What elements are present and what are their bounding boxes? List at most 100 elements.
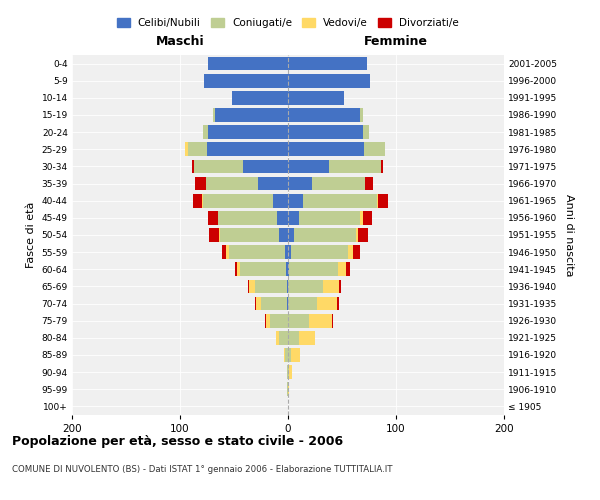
Bar xyxy=(284,348,285,362)
Bar xyxy=(358,228,368,242)
Bar xyxy=(288,160,329,173)
Bar xyxy=(287,296,288,310)
Bar xyxy=(349,246,353,259)
Bar xyxy=(287,280,288,293)
Bar xyxy=(207,142,288,156)
Bar xyxy=(365,176,373,190)
Bar xyxy=(215,108,288,122)
Bar xyxy=(288,348,291,362)
Y-axis label: Anni di nascita: Anni di nascita xyxy=(564,194,574,276)
Bar xyxy=(362,126,369,139)
Bar xyxy=(317,296,337,310)
Bar xyxy=(229,246,285,259)
Bar xyxy=(219,228,220,242)
Bar xyxy=(203,126,208,139)
Bar xyxy=(338,262,346,276)
Text: Popolazione per età, sesso e stato civile - 2006: Popolazione per età, sesso e stato civil… xyxy=(12,435,343,448)
Bar xyxy=(361,211,362,224)
Bar xyxy=(323,280,339,293)
Bar xyxy=(285,246,288,259)
Bar xyxy=(288,108,361,122)
Text: Maschi: Maschi xyxy=(155,35,205,48)
Bar xyxy=(194,160,242,173)
Bar xyxy=(248,280,249,293)
Bar xyxy=(276,331,280,344)
Bar xyxy=(291,348,300,362)
Bar xyxy=(356,228,358,242)
Bar xyxy=(266,314,269,328)
Bar xyxy=(188,142,207,156)
Bar xyxy=(265,314,266,328)
Bar xyxy=(195,176,206,190)
Bar xyxy=(258,176,288,190)
Bar xyxy=(353,246,361,259)
Bar xyxy=(254,280,287,293)
Bar xyxy=(287,366,288,379)
Bar xyxy=(288,56,367,70)
Y-axis label: Fasce di età: Fasce di età xyxy=(26,202,36,268)
Bar xyxy=(289,262,338,276)
Bar xyxy=(241,262,286,276)
Bar xyxy=(295,228,356,242)
Bar xyxy=(204,74,288,88)
Bar xyxy=(337,296,339,310)
Bar xyxy=(346,262,350,276)
Bar xyxy=(254,296,256,310)
Bar xyxy=(285,348,288,362)
Bar xyxy=(232,91,288,104)
Bar xyxy=(192,160,194,173)
Bar xyxy=(377,194,388,207)
Bar xyxy=(287,382,288,396)
Bar xyxy=(288,126,362,139)
Bar xyxy=(202,194,203,207)
Bar xyxy=(185,142,188,156)
Bar xyxy=(288,176,312,190)
Bar xyxy=(288,246,291,259)
Bar xyxy=(209,228,219,242)
Bar xyxy=(214,108,215,122)
Bar xyxy=(288,366,289,379)
Bar xyxy=(249,280,254,293)
Bar xyxy=(362,211,372,224)
Bar xyxy=(288,382,289,396)
Bar xyxy=(288,74,370,88)
Bar xyxy=(220,228,280,242)
Bar xyxy=(288,280,323,293)
Bar xyxy=(208,126,288,139)
Bar xyxy=(288,331,299,344)
Legend: Celibi/Nubili, Coniugati/e, Vedovi/e, Divorziati/e: Celibi/Nubili, Coniugati/e, Vedovi/e, Di… xyxy=(113,14,463,32)
Text: COMUNE DI NUVOLENTO (BS) - Dati ISTAT 1° gennaio 2006 - Elaborazione TUTTITALIA.: COMUNE DI NUVOLENTO (BS) - Dati ISTAT 1°… xyxy=(12,465,392,474)
Bar xyxy=(222,246,226,259)
Bar xyxy=(261,296,287,310)
Bar xyxy=(288,296,317,310)
Bar xyxy=(237,262,241,276)
Bar xyxy=(288,194,303,207)
Bar xyxy=(364,142,385,156)
Bar xyxy=(299,331,315,344)
Bar xyxy=(203,194,273,207)
Bar xyxy=(269,314,288,328)
Bar xyxy=(288,262,289,276)
Bar xyxy=(332,314,334,328)
Bar xyxy=(288,142,364,156)
Bar xyxy=(361,108,362,122)
Bar xyxy=(218,211,277,224)
Bar xyxy=(288,228,295,242)
Bar xyxy=(277,211,288,224)
Text: Femmine: Femmine xyxy=(364,35,428,48)
Bar xyxy=(242,160,288,173)
Bar xyxy=(291,246,349,259)
Bar xyxy=(235,262,237,276)
Bar xyxy=(288,91,344,104)
Bar xyxy=(280,331,288,344)
Bar xyxy=(303,194,377,207)
Bar xyxy=(208,211,218,224)
Bar xyxy=(193,194,202,207)
Bar xyxy=(381,160,383,173)
Bar xyxy=(312,176,365,190)
Bar xyxy=(273,194,288,207)
Bar xyxy=(226,246,229,259)
Bar xyxy=(329,160,381,173)
Bar xyxy=(288,211,299,224)
Bar xyxy=(280,228,288,242)
